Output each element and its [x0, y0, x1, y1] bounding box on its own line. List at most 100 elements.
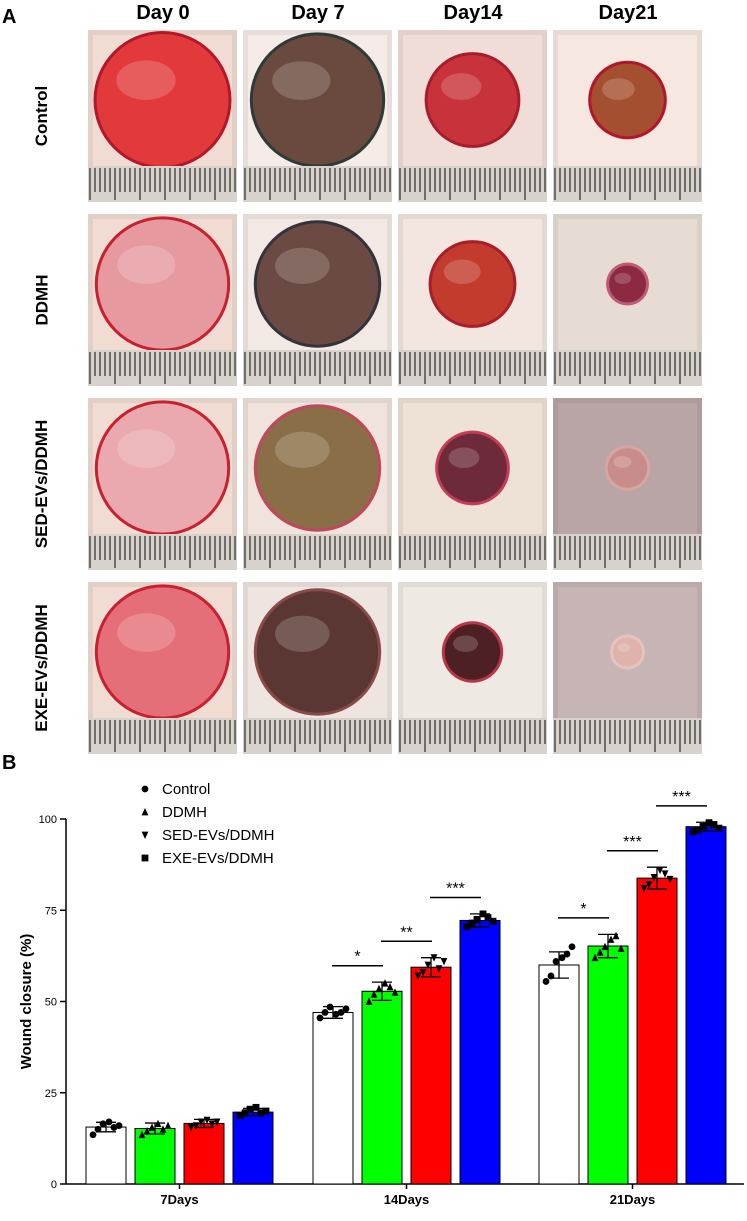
data-point-exe-evs-ddmh-1 [468, 919, 476, 927]
legend: Control DDMH SED-EVs/DDMH EXE-EVs/DDMH [141, 781, 275, 867]
data-point-ddmh-0 [143, 1127, 151, 1135]
wound-bed [256, 591, 379, 713]
significance-bracket: ** [381, 924, 432, 943]
wound-highlight [448, 447, 480, 468]
ruler [553, 534, 702, 570]
wound-bed [438, 433, 507, 503]
wound-bed [607, 448, 648, 488]
panel-b-label: B [2, 752, 17, 774]
data-point-control-1 [337, 1009, 345, 1016]
column-header-day21: Day21 [598, 2, 658, 24]
error-bar-sed-evs-ddmh-1 [421, 957, 441, 978]
data-point-ddmh-1 [370, 990, 378, 998]
bar-exe-evs-ddmh-1 [459, 919, 501, 1185]
data-point-exe-evs-ddmh-0 [246, 1105, 254, 1113]
wound-photo-sed-evs-day21 [553, 398, 702, 570]
wound-closure-bar-chart: 0 25 50 75 100 Wound closure (%) 7Days 14Days 21… [18, 781, 744, 1207]
data-point-sed-evs-ddmh-0 [203, 1116, 211, 1125]
bar-exe-evs-ddmh-2 [685, 826, 727, 1185]
data-point-exe-evs-ddmh-0 [236, 1111, 244, 1119]
data-point-sed-evs-ddmh-1 [414, 972, 422, 980]
data-point-ddmh-0 [164, 1121, 172, 1129]
legend-marker [141, 831, 149, 839]
ruler [88, 718, 237, 754]
data-point-control-1 [316, 1014, 324, 1022]
wound-bed [97, 219, 228, 349]
data-point-exe-evs-ddmh-2 [715, 824, 723, 832]
error-bar-ddmh-2 [598, 933, 618, 959]
data-point-ddmh-1 [391, 988, 399, 996]
data-point-sed-evs-ddmh-2 [650, 874, 658, 882]
x-tick-label: 14Days [384, 1192, 430, 1207]
data-point-control-2 [542, 978, 550, 985]
wound-photo-ddmh-day14 [398, 214, 547, 386]
bar-control-1 [312, 1011, 354, 1185]
bar-sed-evs-ddmh-1 [410, 966, 452, 1185]
data-point-exe-evs-ddmh-0 [257, 1109, 265, 1117]
y-tick-label: 0 [51, 1179, 57, 1191]
row-label-sed-evs: SED-EVs/DDMH [32, 419, 51, 549]
data-point-control-0 [99, 1120, 107, 1128]
data-point-ddmh-2 [607, 935, 615, 943]
wound-highlight [272, 61, 331, 100]
y-tick-label: 25 [45, 1088, 57, 1100]
data-point-exe-evs-ddmh-2 [710, 821, 718, 828]
column-header-day0: Day 0 [136, 2, 190, 24]
significance-label: *** [672, 789, 691, 806]
bar-ddmh-1 [361, 990, 403, 1185]
data-point-sed-evs-ddmh-0 [208, 1120, 216, 1128]
significance-label: *** [623, 834, 642, 851]
data-point-ddmh-2 [612, 931, 620, 940]
ruler [88, 166, 237, 202]
data-point-sed-evs-ddmh-1 [430, 954, 438, 962]
wound-bed [96, 34, 229, 166]
legend-label: DDMH [162, 804, 207, 821]
data-point-exe-evs-ddmh-0 [241, 1109, 249, 1117]
wound-highlight [443, 259, 481, 284]
wound-bed [256, 407, 379, 529]
data-point-exe-evs-ddmh-1 [489, 917, 497, 925]
row-label-ddmh: DDMH [32, 274, 51, 326]
significance-bracket: * [558, 901, 609, 919]
data-point-sed-evs-ddmh-0 [197, 1118, 205, 1126]
data-point-sed-evs-ddmh-2 [656, 866, 664, 875]
wound-photo-ddmh-day7 [243, 214, 392, 386]
wound-photo-control-day7 [243, 30, 392, 202]
x-tick-label: 7Days [160, 1192, 198, 1207]
wound-photo-sed-evs-day0 [88, 398, 237, 570]
significance-label: *** [446, 880, 465, 897]
wound-photo-ddmh-day0 [88, 214, 237, 386]
data-point-exe-evs-ddmh-2 [699, 822, 707, 830]
data-point-ddmh-0 [159, 1125, 167, 1133]
wound-highlight [613, 456, 632, 468]
bar-sed-evs-ddmh-2 [636, 877, 678, 1185]
wound-photo-control-day0 [88, 30, 237, 202]
data-point-control-1 [326, 1003, 334, 1011]
wound-bed [97, 587, 228, 717]
significance-bracket: *** [656, 789, 707, 807]
significance-bracket: * [332, 949, 383, 967]
wound-highlight [274, 615, 330, 652]
y-tick-label: 50 [45, 997, 57, 1009]
data-point-control-2 [568, 943, 576, 951]
bar-ddmh-2 [587, 945, 629, 1185]
wound-photo-control-day21 [553, 30, 702, 202]
ruler [553, 166, 702, 202]
wound-highlight [116, 60, 176, 100]
data-point-sed-evs-ddmh-2 [640, 884, 648, 893]
wound-highlight [617, 643, 631, 652]
data-point-ddmh-1 [381, 979, 389, 987]
data-point-control-0 [89, 1131, 97, 1139]
data-point-control-2 [563, 950, 571, 958]
data-point-exe-evs-ddmh-1 [484, 914, 492, 921]
wound-photo-control-day14 [398, 30, 547, 202]
data-point-ddmh-1 [386, 982, 394, 991]
data-point-ddmh-0 [138, 1130, 146, 1139]
data-point-control-0 [94, 1125, 102, 1133]
data-point-control-2 [558, 954, 566, 962]
wound-bed [427, 55, 518, 145]
ruler [243, 718, 392, 754]
data-point-ddmh-2 [591, 953, 599, 962]
data-point-sed-evs-ddmh-2 [661, 870, 669, 878]
wound-photo-sed-evs-day14 [398, 398, 547, 570]
